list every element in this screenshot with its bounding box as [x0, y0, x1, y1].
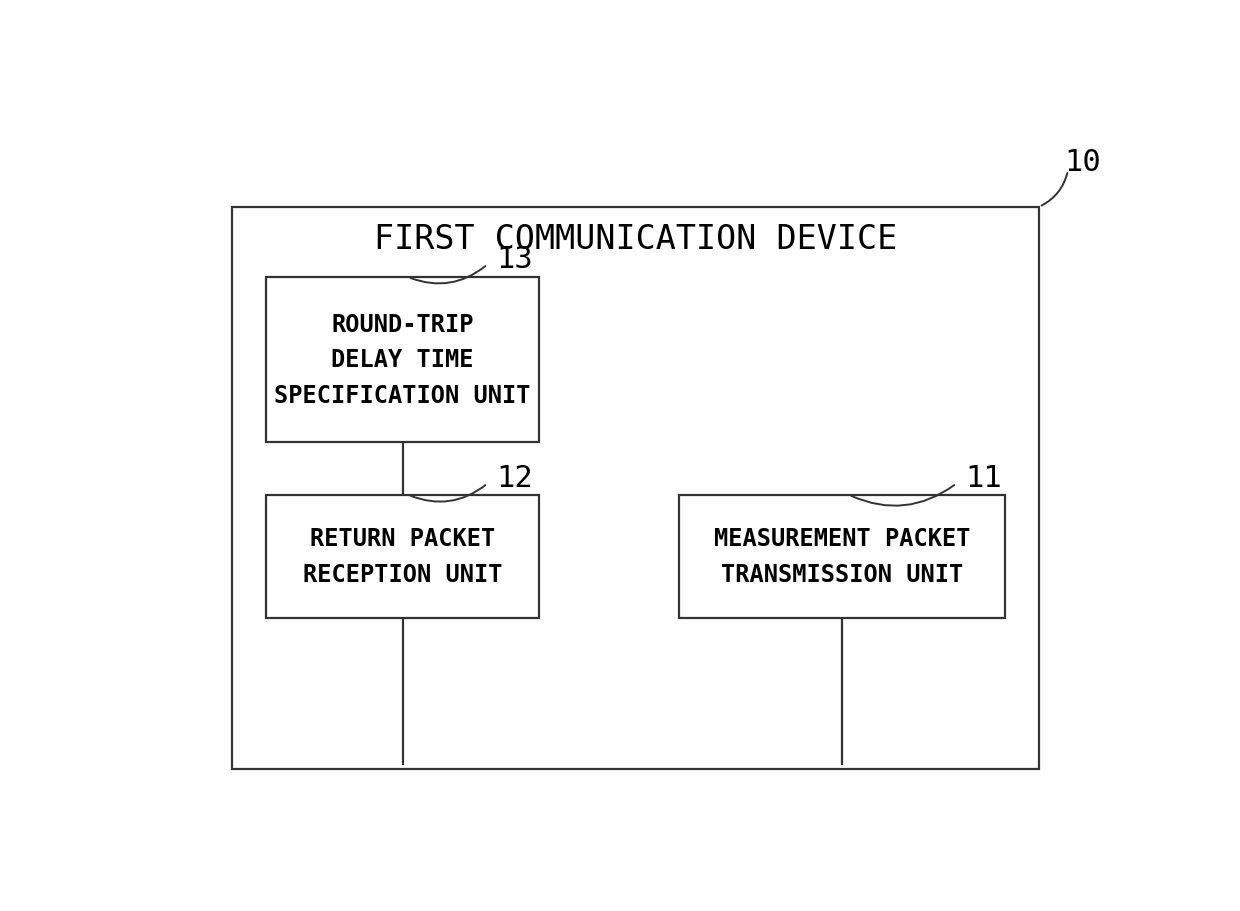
Text: ROUND-TRIP
DELAY TIME
SPECIFICATION UNIT: ROUND-TRIP DELAY TIME SPECIFICATION UNIT	[274, 312, 531, 407]
Bar	[232, 208, 1039, 769]
Text: 13: 13	[496, 244, 533, 273]
Bar	[265, 278, 539, 443]
Text: 11: 11	[965, 464, 1002, 493]
Text: 12: 12	[496, 464, 533, 493]
Text: 10: 10	[1064, 148, 1101, 177]
Text: MEASUREMENT PACKET
TRANSMISSION UNIT: MEASUREMENT PACKET TRANSMISSION UNIT	[714, 527, 971, 586]
Bar	[678, 496, 1006, 618]
Text: FIRST COMMUNICATION DEVICE: FIRST COMMUNICATION DEVICE	[374, 222, 897, 256]
Bar	[265, 496, 539, 618]
Text: RETURN PACKET
RECEPTION UNIT: RETURN PACKET RECEPTION UNIT	[303, 527, 502, 586]
